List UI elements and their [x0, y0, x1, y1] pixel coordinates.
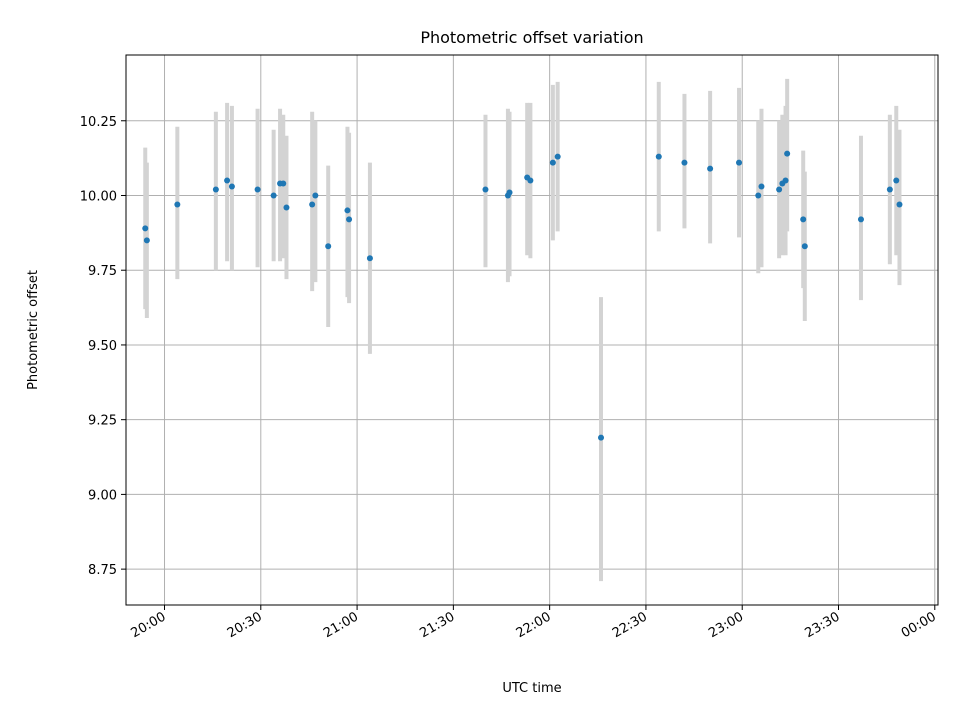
y-tick-label: 9.00	[88, 488, 117, 503]
x-tick-label: 22:00	[514, 609, 554, 641]
x-tick-label: 22:30	[610, 609, 650, 641]
data-point	[554, 153, 561, 160]
data-point	[857, 216, 864, 223]
data-point	[142, 225, 149, 232]
data-point	[366, 255, 373, 262]
y-tick-label: 8.75	[88, 563, 117, 578]
data-point	[782, 177, 789, 184]
data-point	[527, 177, 534, 184]
data-point	[896, 201, 903, 208]
x-axis-label: UTC time	[502, 681, 561, 696]
data-point	[681, 159, 688, 166]
data-point	[598, 434, 605, 441]
data-point	[309, 201, 316, 208]
data-point	[228, 183, 235, 190]
data-point	[736, 159, 743, 166]
data-point	[174, 201, 181, 208]
data-point	[758, 183, 765, 190]
x-tick-label: 23:30	[803, 609, 843, 641]
data-point	[312, 192, 319, 199]
x-tick-label: 20:30	[225, 609, 265, 641]
x-tick-label: 23:00	[706, 609, 746, 641]
data-point	[283, 204, 290, 211]
x-tick-label: 00:00	[899, 609, 939, 641]
data-point	[506, 189, 513, 196]
y-tick-label: 9.25	[88, 414, 117, 429]
plot-frame	[125, 54, 939, 606]
y-tick-label: 10.00	[80, 189, 117, 204]
data-point	[655, 153, 662, 160]
data-point	[784, 150, 791, 157]
data-point	[801, 243, 808, 250]
data-point	[212, 186, 219, 193]
y-tick-label: 9.50	[88, 339, 117, 354]
data-point	[893, 177, 900, 184]
data-point	[482, 186, 489, 193]
data-point	[270, 192, 277, 199]
data-point	[325, 243, 332, 250]
data-point	[549, 159, 556, 166]
data-point	[346, 216, 353, 223]
data-point	[776, 186, 783, 193]
data-point	[224, 177, 231, 184]
data-point	[344, 207, 351, 214]
x-tick-label: 21:00	[321, 609, 361, 641]
data-point	[143, 237, 150, 244]
data-point	[755, 192, 762, 199]
chart-title: Photometric offset variation	[420, 28, 643, 47]
data-points	[142, 150, 903, 441]
data-point	[280, 180, 287, 187]
data-point	[707, 165, 714, 172]
y-tick-label: 9.75	[88, 264, 117, 279]
data-point	[800, 216, 807, 223]
x-tick-label: 20:00	[129, 609, 169, 641]
data-point	[886, 186, 893, 193]
y-axis-label: Photometric offset	[26, 270, 41, 390]
data-point	[254, 186, 261, 193]
x-tick-label: 21:30	[417, 609, 457, 641]
y-tick-label: 10.25	[80, 115, 117, 130]
